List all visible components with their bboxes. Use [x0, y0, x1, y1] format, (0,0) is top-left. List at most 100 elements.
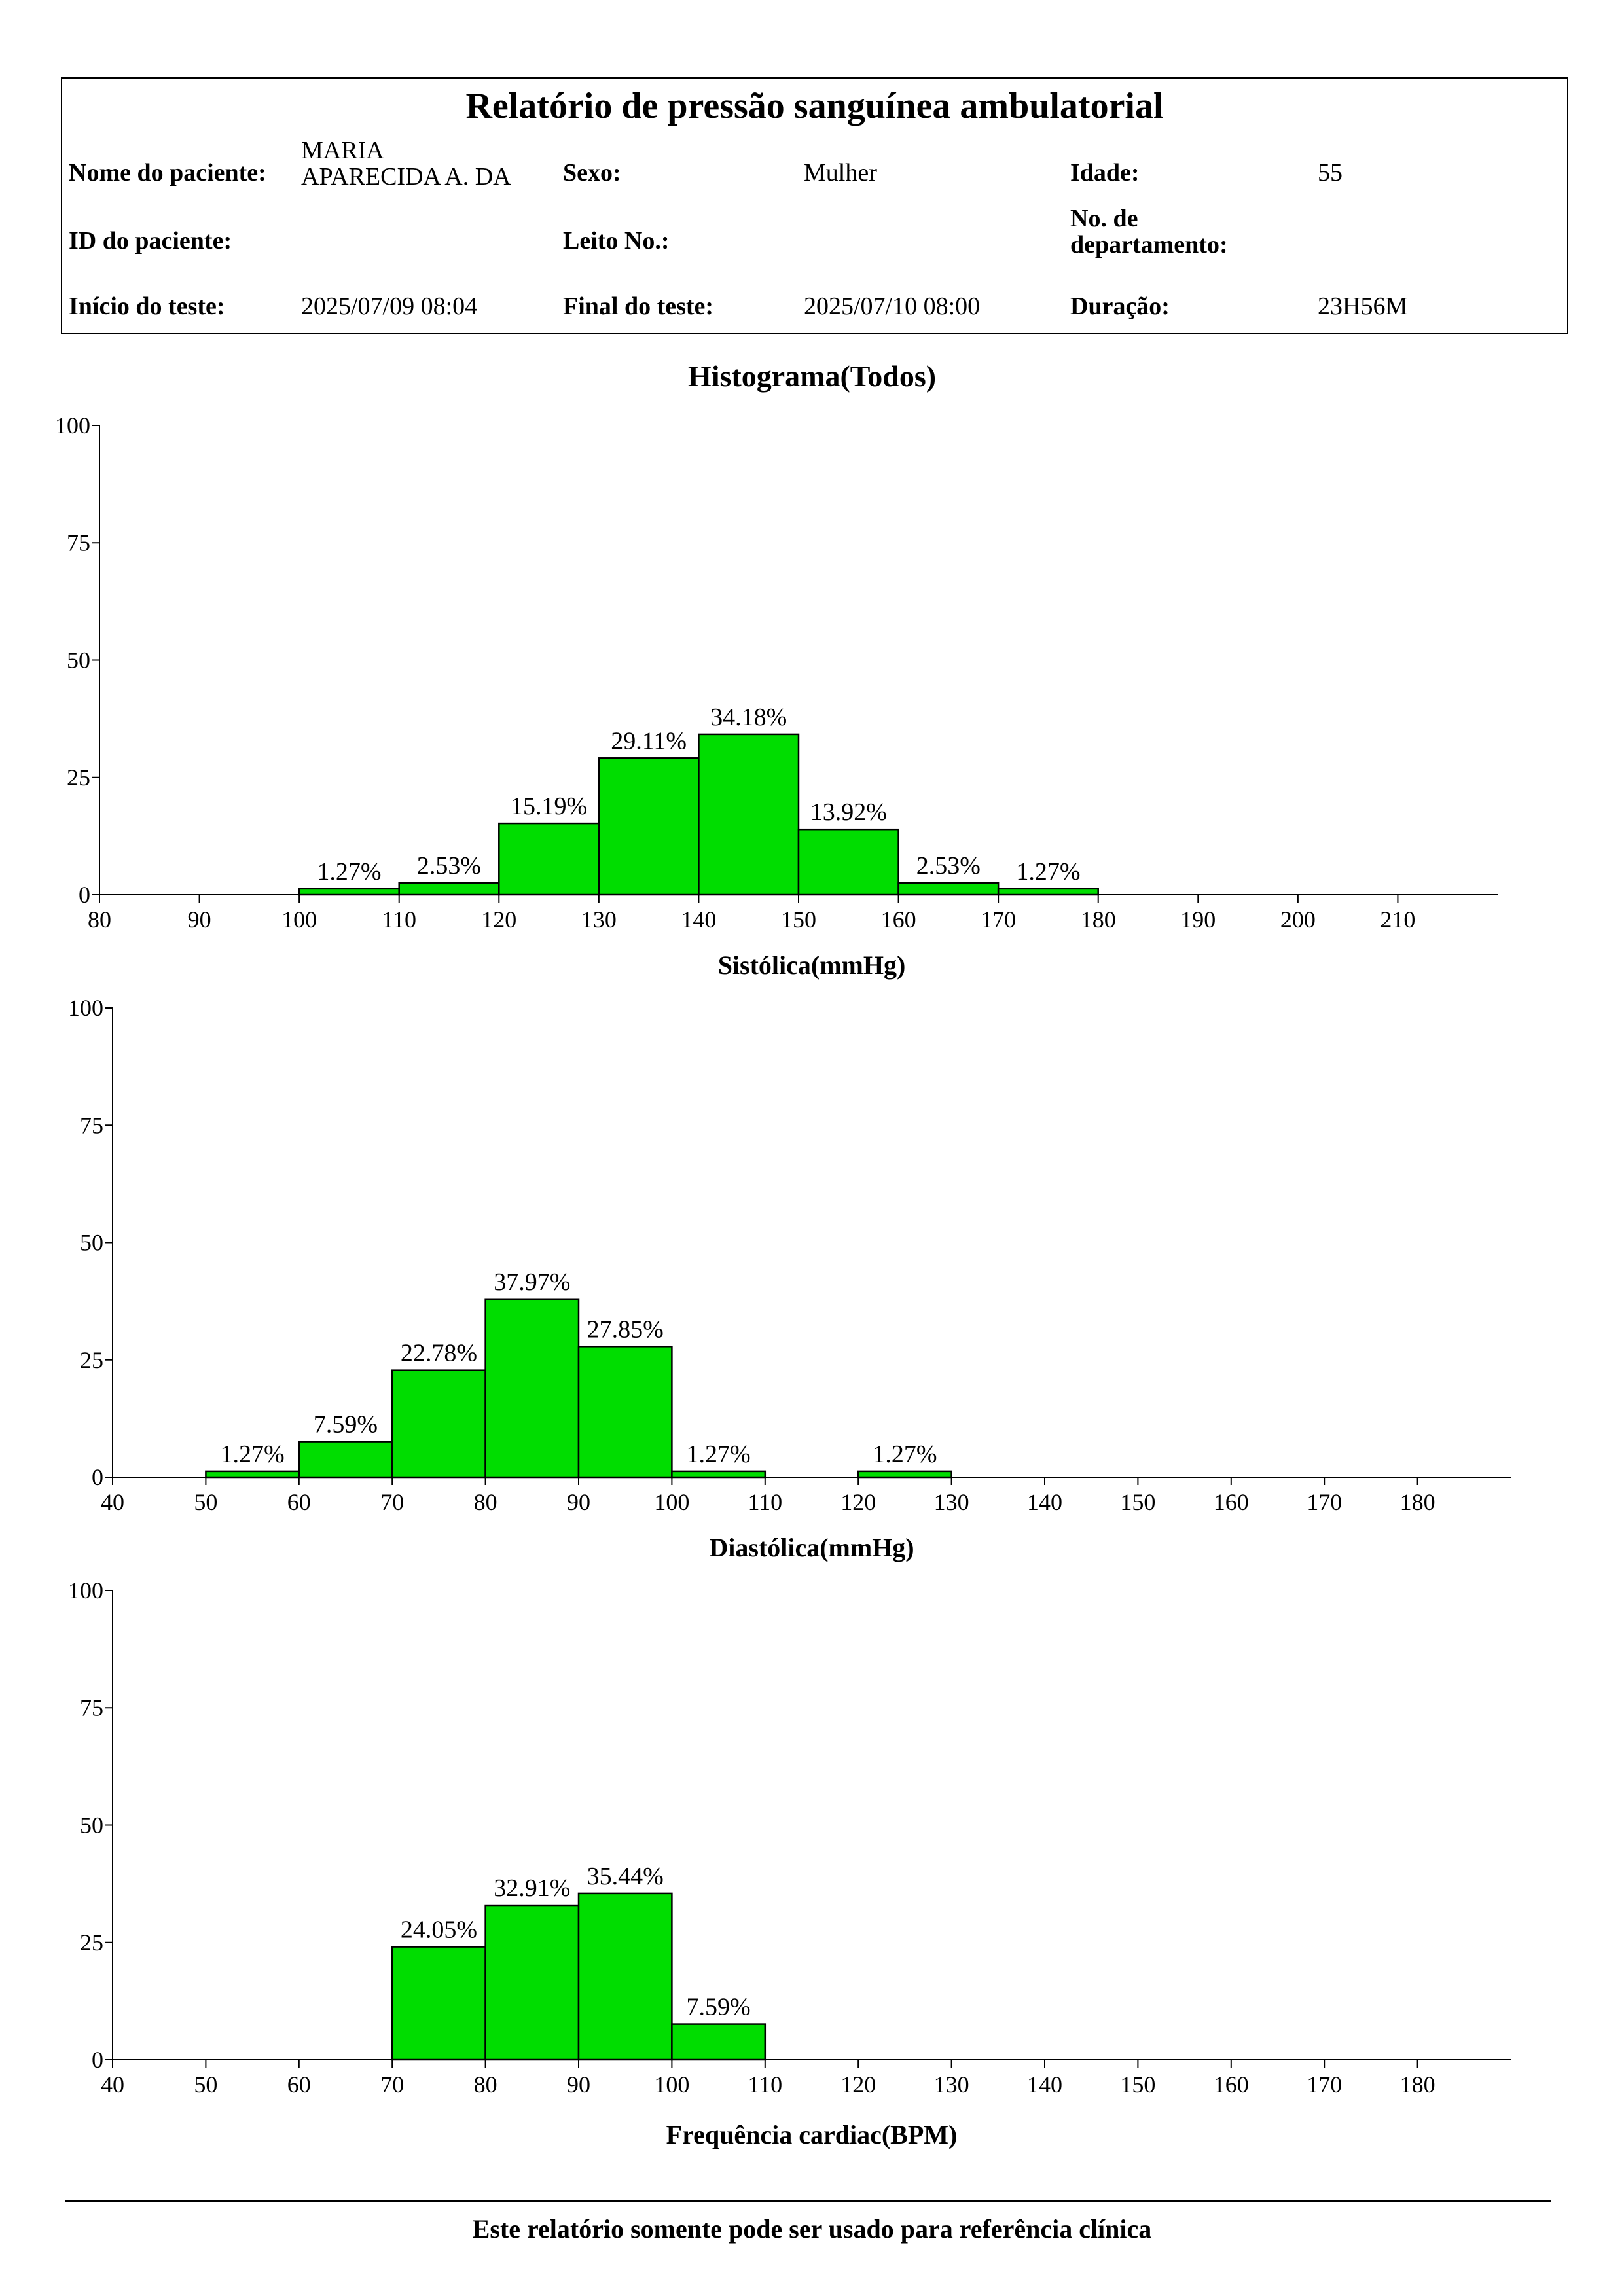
- systolic-bar-label-110: 2.53%: [417, 852, 481, 880]
- heart-rate-x-tick-label-110: 110: [748, 2072, 782, 2098]
- diastolic-x-tick-label-170: 170: [1307, 1489, 1342, 1515]
- patient-name-label: Nome do paciente:: [69, 159, 266, 187]
- heart-rate-x-tick-label-160: 160: [1214, 2072, 1249, 2098]
- diastolic-bar-label-120: 1.27%: [873, 1441, 937, 1468]
- diastolic-x-tick-label-40: 40: [101, 1489, 124, 1515]
- end-value: 2025/07/10 08:00: [804, 293, 981, 320]
- heart-rate-x-tick-label-70: 70: [380, 2072, 404, 2098]
- diastolic-bar-90: [577, 1346, 673, 1479]
- heart-rate-y-tick-label-0: 0: [92, 2047, 103, 2073]
- heart-rate-x-tick-label-40: 40: [101, 2072, 124, 2098]
- systolic-bar-label-170: 1.27%: [1016, 858, 1080, 886]
- diastolic-y-tick-label-25: 25: [80, 1347, 103, 1373]
- diastolic-x-tick-label-90: 90: [567, 1489, 590, 1515]
- diastolic-bar-label-100: 1.27%: [687, 1441, 751, 1468]
- start-label: Início do teste:: [69, 293, 225, 320]
- duration-label: Duração:: [1070, 293, 1170, 320]
- systolic-bar-label-150: 13.92%: [810, 798, 887, 826]
- systolic-x-tick-label-110: 110: [382, 906, 416, 933]
- diastolic-bar-label-50: 1.27%: [221, 1441, 285, 1468]
- age-value: 55: [1318, 159, 1343, 187]
- department-label: No. de departamento:: [1070, 206, 1228, 258]
- sex-value: Mulher: [804, 159, 877, 187]
- systolic-bar-110: [398, 882, 500, 896]
- bed-label: Leito No.:: [563, 227, 670, 255]
- systolic-x-tick-label-100: 100: [281, 906, 317, 933]
- diastolic-bar-label-70: 22.78%: [401, 1340, 477, 1367]
- systolic-bar-label-130: 29.11%: [611, 727, 687, 755]
- duration-value: 23H56M: [1318, 293, 1408, 320]
- diastolic-x-tick-label-160: 160: [1214, 1489, 1249, 1515]
- patient-id-label: ID do paciente:: [69, 227, 232, 255]
- sex-label: Sexo:: [563, 159, 621, 187]
- heart-rate-bar-label-100: 7.59%: [687, 1994, 751, 2021]
- diastolic-bar-50: [205, 1470, 300, 1479]
- heart-rate-x-tick-label-50: 50: [194, 2072, 217, 2098]
- footer-divider: [65, 2200, 1551, 2202]
- diastolic-bar-60: [298, 1441, 393, 1479]
- start-value: 2025/07/09 08:04: [301, 293, 478, 320]
- diastolic-x-tick-label-110: 110: [748, 1489, 782, 1515]
- diastolic-bar-label-60: 7.59%: [314, 1411, 378, 1439]
- diastolic-bar-100: [671, 1470, 767, 1479]
- systolic-histogram: 1.27% 2.53%15.19%29.11%34.18%13.92%2.53% 1…: [55, 412, 1498, 980]
- diastolic-x-tick-label-80: 80: [474, 1489, 497, 1515]
- heart-rate-bar-label-70: 24.05%: [401, 1916, 477, 1944]
- systolic-bar-label-120: 15.19%: [511, 793, 587, 820]
- systolic-x-tick-label-180: 180: [1081, 906, 1116, 933]
- diastolic-bar-label-80: 37.97%: [494, 1268, 570, 1296]
- systolic-y-tick-label-75: 75: [67, 529, 90, 556]
- heart-rate-y-tick-label-50: 50: [80, 1812, 103, 1839]
- systolic-bar-160: [897, 882, 1000, 896]
- diastolic-bar-70: [391, 1369, 486, 1479]
- diastolic-x-tick-label-70: 70: [380, 1489, 404, 1515]
- systolic-x-tick-label-200: 200: [1280, 906, 1316, 933]
- heart-rate-x-tick-label-180: 180: [1400, 2072, 1435, 2098]
- systolic-x-tick-label-120: 120: [481, 906, 516, 933]
- systolic-x-tick-label-150: 150: [781, 906, 816, 933]
- heart-rate-x-tick-label-120: 120: [840, 2072, 876, 2098]
- systolic-axis-title: Sistólica(mmHg): [718, 950, 906, 980]
- diastolic-y-tick-label-100: 100: [68, 995, 103, 1021]
- systolic-bar-120: [498, 822, 600, 896]
- systolic-x-tick-label-90: 90: [188, 906, 211, 933]
- systolic-x-tick-label-80: 80: [88, 906, 111, 933]
- diastolic-x-tick-label-60: 60: [287, 1489, 311, 1515]
- systolic-x-tick-label-170: 170: [981, 906, 1016, 933]
- heart-rate-bar-80: [484, 1904, 580, 2061]
- heart-rate-x-tick-label-90: 90: [567, 2072, 590, 2098]
- age-label: Idade:: [1070, 159, 1140, 187]
- diastolic-bar-80: [484, 1298, 580, 1479]
- diastolic-y-tick-label-0: 0: [92, 1464, 103, 1490]
- heart-rate-histogram: 24.05% 32.91% 35.44% 7.59% 0 25 50 75 100 40 50 60 7…: [68, 1577, 1511, 2149]
- systolic-x-tick-label-210: 210: [1380, 906, 1415, 933]
- end-label: Final do teste:: [563, 293, 714, 320]
- footer-note: Este relatório somente pode ser usado pa…: [472, 2214, 1152, 2244]
- systolic-bar-130: [598, 757, 700, 896]
- heart-rate-bar-label-80: 32.91%: [494, 1874, 570, 1902]
- diastolic-bar-label-90: 27.85%: [587, 1316, 664, 1343]
- systolic-y-tick-label-0: 0: [79, 882, 90, 908]
- systolic-x-tick-label-140: 140: [681, 906, 716, 933]
- systolic-y-tick-label-100: 100: [55, 412, 90, 439]
- heart-rate-x-tick-label-140: 140: [1027, 2072, 1062, 2098]
- systolic-x-tick-label-130: 130: [581, 906, 617, 933]
- heart-rate-bar-90: [577, 1892, 673, 2061]
- diastolic-bar-120: [857, 1470, 952, 1479]
- diastolic-y-tick-label-75: 75: [80, 1112, 103, 1138]
- diastolic-histogram: 1.27% 7.59% 22.78% 37.97% 27.85% 1.27% 1.27% 0 2…: [68, 995, 1511, 1562]
- diastolic-x-tick-label-120: 120: [840, 1489, 876, 1515]
- heart-rate-x-tick-label-100: 100: [654, 2072, 689, 2098]
- patient-name-line1: MARIA: [301, 137, 384, 164]
- heart-rate-y-tick-label-75: 75: [80, 1695, 103, 1721]
- heart-rate-bar-70: [391, 1946, 486, 2061]
- systolic-bar-150: [797, 828, 899, 896]
- systolic-y-tick-label-50: 50: [67, 647, 90, 673]
- heart-rate-x-tick-label-130: 130: [934, 2072, 969, 2098]
- systolic-y-tick-label-25: 25: [67, 764, 90, 791]
- diastolic-x-tick-label-180: 180: [1400, 1489, 1435, 1515]
- diastolic-x-tick-label-150: 150: [1120, 1489, 1155, 1515]
- patient-info-header: Relatório de pressão sanguínea ambulator…: [61, 77, 1568, 334]
- patient-name-value: MARIA APARECIDA A. DA: [301, 137, 511, 190]
- heart-rate-x-tick-label-170: 170: [1307, 2072, 1342, 2098]
